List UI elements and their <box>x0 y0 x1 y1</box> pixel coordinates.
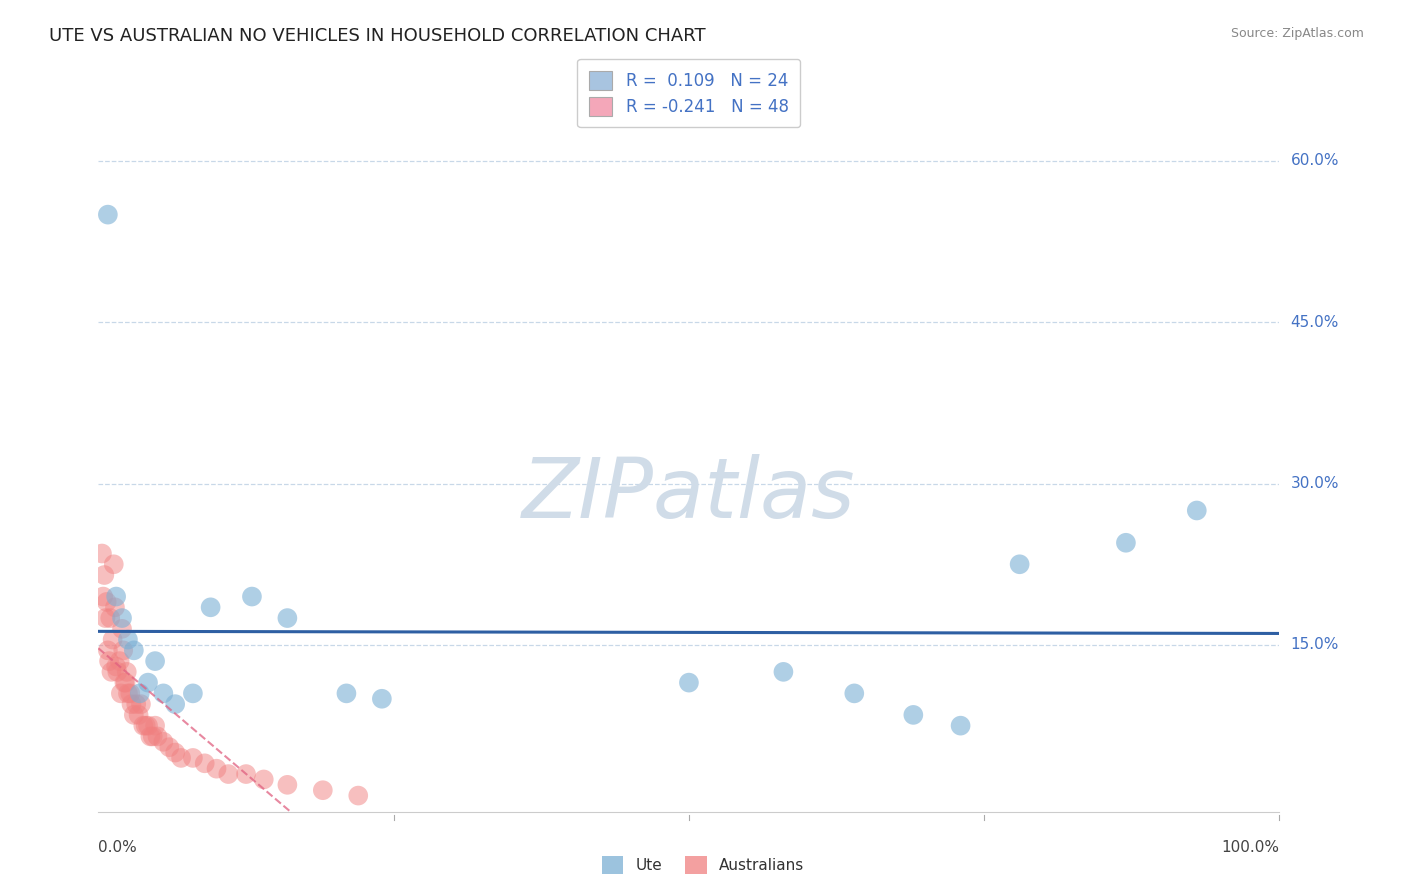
Y-axis label: No Vehicles in Household: No Vehicles in Household <box>0 363 7 556</box>
Point <box>104 600 127 615</box>
Point <box>135 719 157 733</box>
Point <box>105 659 128 673</box>
Point <box>276 778 298 792</box>
Point <box>117 632 139 647</box>
Point <box>678 675 700 690</box>
Text: 60.0%: 60.0% <box>1291 153 1339 169</box>
Text: UTE VS AUSTRALIAN NO VEHICLES IN HOUSEHOLD CORRELATION CHART: UTE VS AUSTRALIAN NO VEHICLES IN HOUSEHO… <box>49 27 706 45</box>
Point <box>98 611 121 625</box>
Point <box>105 590 128 604</box>
Point <box>93 568 115 582</box>
Point <box>97 643 120 657</box>
Point <box>98 654 121 668</box>
Point <box>165 697 187 711</box>
Point <box>312 783 335 797</box>
Point <box>347 789 370 803</box>
Point <box>1115 535 1137 549</box>
Point <box>949 719 972 733</box>
Point <box>139 730 162 744</box>
Point <box>152 735 174 749</box>
Point <box>125 697 148 711</box>
Point <box>91 547 114 561</box>
Point <box>143 719 166 733</box>
Point <box>136 719 159 733</box>
Point <box>276 611 298 625</box>
Point <box>91 590 114 604</box>
Point <box>115 665 138 679</box>
Text: 30.0%: 30.0% <box>1291 476 1339 491</box>
Point <box>772 665 794 679</box>
Point <box>121 697 143 711</box>
Point <box>142 730 165 744</box>
Point <box>844 686 866 700</box>
Point <box>152 686 174 700</box>
Legend: R =  0.109   N = 24, R = -0.241   N = 48: R = 0.109 N = 24, R = -0.241 N = 48 <box>578 59 800 128</box>
Point <box>117 686 139 700</box>
Point <box>97 208 120 222</box>
Point <box>122 707 145 722</box>
Text: 0.0%: 0.0% <box>98 840 138 855</box>
Point <box>181 751 204 765</box>
Point <box>100 665 122 679</box>
Point <box>132 719 155 733</box>
Point <box>240 590 263 604</box>
Point <box>165 746 187 760</box>
Point <box>1008 558 1031 572</box>
Text: Source: ZipAtlas.com: Source: ZipAtlas.com <box>1230 27 1364 40</box>
Point <box>146 730 169 744</box>
Text: 100.0%: 100.0% <box>1222 840 1279 855</box>
Text: ZIPatlas: ZIPatlas <box>522 454 856 535</box>
Point <box>1185 503 1208 517</box>
Point <box>96 595 118 609</box>
Point <box>217 767 239 781</box>
Point <box>112 675 135 690</box>
Point <box>903 707 925 722</box>
Point <box>122 643 145 657</box>
Point <box>170 751 193 765</box>
Point <box>128 686 150 700</box>
Point <box>110 686 132 700</box>
Point <box>108 654 131 668</box>
Point <box>194 756 217 771</box>
Point <box>128 707 150 722</box>
Point <box>200 600 222 615</box>
Legend: Ute, Australians: Ute, Australians <box>596 850 810 880</box>
Point <box>253 772 276 787</box>
Point <box>101 632 124 647</box>
Point <box>94 611 117 625</box>
Point <box>136 675 159 690</box>
Point <box>205 762 228 776</box>
Point <box>111 622 134 636</box>
Point <box>114 675 136 690</box>
Point <box>103 558 125 572</box>
Point <box>120 686 142 700</box>
Text: 45.0%: 45.0% <box>1291 315 1339 330</box>
Point <box>143 654 166 668</box>
Point <box>105 665 128 679</box>
Point <box>157 740 180 755</box>
Point <box>371 691 394 706</box>
Point <box>112 643 135 657</box>
Point <box>235 767 257 781</box>
Text: 15.0%: 15.0% <box>1291 638 1339 652</box>
Point <box>181 686 204 700</box>
Point <box>335 686 357 700</box>
Point <box>111 611 134 625</box>
Point <box>129 697 152 711</box>
